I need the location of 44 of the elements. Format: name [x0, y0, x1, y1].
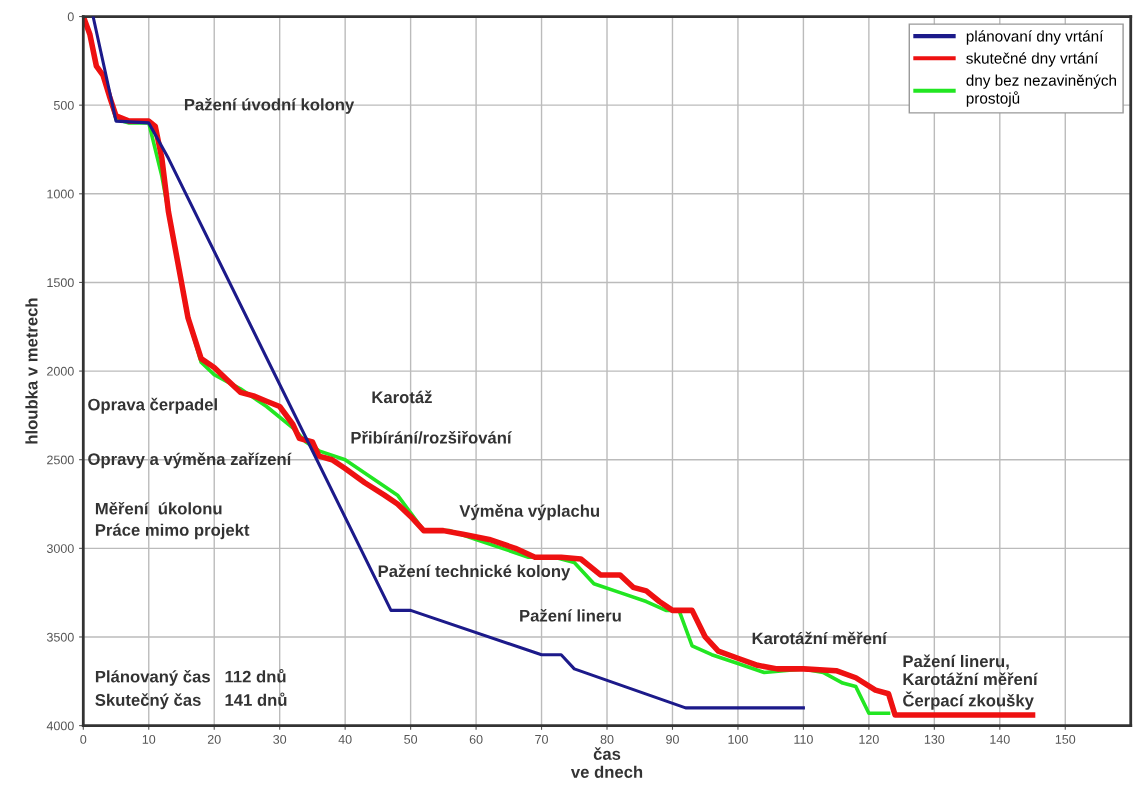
y-tick-label: 1000 — [47, 189, 74, 199]
y-tick-label: 2000 — [47, 366, 74, 376]
x-tick-label: 50 — [404, 734, 418, 744]
x-tick-label: 100 — [728, 734, 748, 744]
x-tick-label: 130 — [924, 734, 945, 744]
x-tick-label: 140 — [990, 734, 1010, 744]
annotation: Výměna výplachu — [459, 504, 600, 521]
annotation: Měření úkolonu — [95, 501, 222, 515]
annotation: Oprava čerpadel — [88, 397, 217, 414]
x-tick-label: 110 — [794, 734, 813, 744]
annotation: Pažení úvodní kolony — [184, 97, 355, 114]
annotation: Karotážní měření — [752, 631, 888, 645]
x-tick-label: 150 — [1055, 734, 1076, 744]
annotation: Pažení technické kolony — [378, 564, 571, 581]
y-tick-label: 500 — [53, 100, 74, 110]
x-tick-label: 20 — [207, 734, 221, 744]
annotation: Přibírání/rozšiřování — [351, 431, 512, 444]
annotation: Pažení lineru — [520, 608, 621, 622]
y-tick-label: 0 — [67, 12, 74, 22]
y-tick-label: 4000 — [46, 721, 74, 731]
x-tick-label: 30 — [273, 734, 287, 744]
x-tick-label: 90 — [666, 734, 679, 744]
annotation: Karotáž — [372, 390, 432, 404]
annotation: Plánovaný čas 112 dnů — [95, 668, 286, 686]
x-tick-label: 40 — [338, 734, 352, 744]
annotation: Pažení lineru, Karotážní měření Čerpací zkoušky — [903, 654, 1039, 710]
x-tick-label: 0 — [80, 734, 87, 744]
x-tick-label: 80 — [600, 734, 614, 744]
x-tick-label: 10 — [142, 734, 156, 744]
y-tick-label: 1500 — [47, 278, 74, 288]
legend-label: skutečné dny vrtání — [966, 52, 1099, 67]
y-tick-label: 2500 — [47, 455, 74, 465]
x-tick-label: 70 — [535, 734, 549, 744]
annotation: Skutečný čas 141 dnů — [95, 692, 287, 710]
y-tick-label: 3000 — [46, 544, 74, 553]
y-axis-title: hloubka v metrech — [25, 298, 38, 444]
legend-label: plánovaní dny vrtání — [966, 30, 1104, 45]
x-axis-title: čas ve dnech — [570, 747, 643, 778]
legend-label: dny bez nezaviněných prostojů — [966, 74, 1116, 107]
x-tick-label: 60 — [469, 734, 483, 744]
annotation: Opravy a výměna zařízení — [88, 452, 292, 469]
x-tick-label: 120 — [859, 734, 879, 744]
y-tick-label: 3500 — [46, 632, 74, 642]
annotation: Práce mimo projekt — [95, 523, 250, 540]
